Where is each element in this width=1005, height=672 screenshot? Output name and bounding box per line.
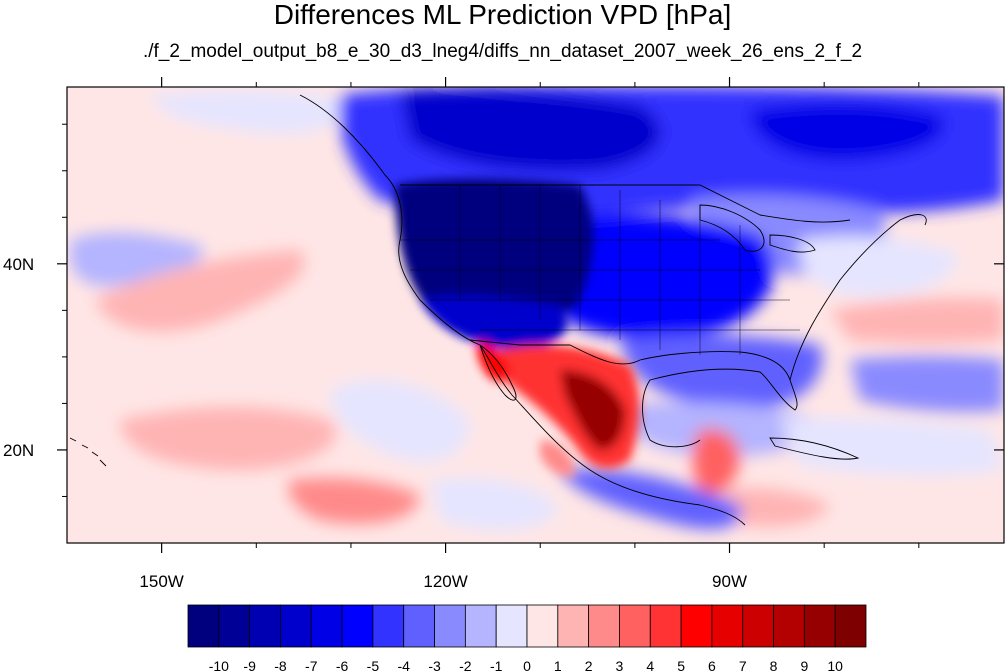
pacific-positive-area-3	[288, 477, 420, 524]
central-america-positive-area	[720, 488, 830, 527]
y-tick-label: 40N	[3, 255, 34, 274]
colorbar-label: 4	[646, 658, 654, 672]
colorbar-label: -5	[367, 658, 380, 672]
colorbar-swatch	[680, 604, 713, 648]
colorbar-swatch	[711, 604, 744, 648]
colorbar-label: 6	[708, 658, 716, 672]
pacific-negative-area-2	[430, 478, 560, 531]
colorbar-swatch	[464, 604, 497, 648]
caribbean-positive-area	[692, 428, 740, 494]
colorbar-label: -4	[398, 658, 411, 672]
caribbean-light-area	[780, 418, 1004, 476]
baja-positive-area	[476, 341, 510, 382]
colorbar-swatch	[773, 604, 805, 648]
great-lakes	[699, 204, 816, 253]
hawaii-outline	[69, 437, 107, 467]
colorbar: -10 -9 -8 -7 -6 -5 -4 -3 -2 -1 0 1 2 3 4 5 6 7 8 9 10	[187, 604, 867, 672]
pacific-positive-area-1	[95, 250, 305, 332]
coastlines	[69, 94, 927, 526]
atlantic-negative-area	[850, 356, 1004, 412]
colorbar-swatch	[742, 604, 774, 648]
gulf-light-area	[620, 402, 820, 457]
colorbar-swatch	[280, 604, 312, 648]
colorbar-swatch	[218, 604, 251, 648]
axis-ticks: 150W 120W 90W 40N 20N	[3, 77, 1004, 591]
colorbar-label: -10	[209, 658, 229, 672]
colorbar-label: 3	[616, 658, 624, 672]
cuba-outline	[769, 437, 860, 460]
canada-deep-negative-area	[400, 88, 661, 172]
colorbar-swatch	[341, 604, 374, 648]
colorbar-label: 8	[770, 658, 778, 672]
colorbar-swatch	[588, 604, 620, 648]
pacific-negative-area	[330, 380, 470, 462]
colorbar-swatch	[372, 604, 405, 648]
colorbar-label: -1	[490, 658, 503, 672]
x-tick-label: 90W	[712, 572, 747, 591]
western-us-ring-area	[420, 295, 568, 350]
gulf-coast-negative-area	[620, 334, 822, 410]
colorbar-label: 0	[523, 658, 531, 672]
central-us-negative-area	[549, 215, 775, 339]
east-coastline	[789, 214, 927, 381]
colorbar-swatch	[649, 604, 682, 648]
colorbar-label: -6	[336, 658, 349, 672]
plot-frame	[66, 86, 1005, 544]
baja-coastline	[479, 344, 517, 401]
colorbar-label: 1	[554, 658, 562, 672]
colorbar-swatch	[495, 604, 528, 648]
colorbar-swatch	[526, 604, 559, 648]
chart-title: Differences ML Prediction VPD [hPa]	[273, 0, 732, 30]
colorbar-label: -9	[243, 658, 256, 672]
colorbar-label: 5	[677, 658, 685, 672]
x-tick-label: 150W	[139, 572, 183, 591]
us-mexico-border	[469, 339, 641, 365]
colorbar-label: -2	[459, 658, 472, 672]
colorbar-label: 2	[585, 658, 593, 672]
chart-subtitle: ./f_2_model_output_b8_e_30_d3_lneg4/diff…	[142, 41, 863, 62]
colorbar-swatch	[834, 604, 867, 648]
colorbar-label: 9	[800, 658, 808, 672]
state-borders	[400, 185, 800, 355]
colorbar-swatch	[434, 604, 466, 648]
hudson-negative-area	[750, 103, 944, 160]
colorbar-swatch	[187, 604, 220, 648]
mexico-strong-positive-area	[560, 370, 625, 450]
field-layer	[67, 87, 1004, 543]
colorbar-swatch	[249, 604, 281, 648]
colorbar-label: 10	[827, 658, 843, 672]
colorbar-label: -7	[305, 658, 318, 672]
colorbar-swatch	[557, 604, 590, 648]
mexico-coast-light-area	[540, 440, 575, 477]
colorbar-swatch	[803, 604, 836, 648]
gulf-alaska-negative-area	[150, 90, 346, 134]
colorbar-label: 7	[739, 658, 747, 672]
pacific-positive-area-2	[120, 406, 337, 470]
y-tick-label: 20N	[3, 441, 34, 460]
colorbar-swatch	[310, 604, 343, 648]
us-canada-border	[400, 184, 851, 223]
colorbar-swatch	[403, 604, 435, 648]
colorbar-swatch	[619, 604, 651, 648]
x-tick-label: 120W	[423, 572, 467, 591]
atlantic-positive-area	[830, 298, 1004, 344]
state-border-lines	[400, 185, 800, 355]
colorbar-label: -8	[274, 658, 287, 672]
colorbar-label: -3	[428, 658, 441, 672]
central-america-negative-area	[560, 469, 742, 529]
